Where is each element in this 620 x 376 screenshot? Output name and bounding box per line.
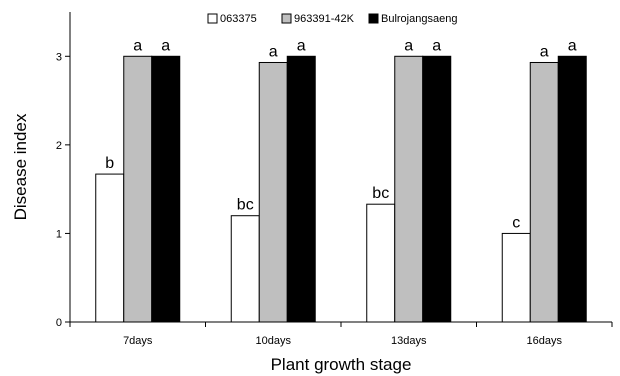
y-tick-label: 0 (56, 317, 62, 329)
x-axis-title: Plant growth stage (271, 355, 412, 374)
significance-letter: a (568, 37, 577, 54)
y-tick-label: 3 (56, 51, 62, 63)
legend-label: 063375 (220, 13, 257, 25)
significance-letter: a (432, 37, 441, 54)
bar-Bulrojangsaeng-7days (151, 55, 181, 323)
bar-963391-42K-13days (394, 55, 424, 323)
significance-letters: b a a bc a a bc a a c a a (105, 37, 577, 231)
x-axis: 7days 10days 13days 16days (69, 321, 613, 347)
x-tick-label: 13days (391, 335, 427, 347)
bar-Bulrojangsaeng-13days (422, 55, 452, 323)
y-axis-title: Disease index (11, 113, 30, 220)
significance-letter: c (512, 214, 520, 231)
legend: 063375 963391-42K Bulrojangsaeng (207, 13, 457, 25)
bar-063375-7days (95, 173, 125, 323)
bar-063375-10days (230, 215, 260, 323)
legend-swatch (281, 13, 292, 24)
bar-063375-13days (366, 203, 396, 323)
significance-letter: b (105, 155, 114, 172)
legend-label: Bulrojangsaeng (381, 13, 457, 25)
legend-swatch (368, 13, 379, 24)
significance-letter: a (161, 37, 170, 54)
significance-letter: a (133, 37, 142, 54)
x-tick-label: 16days (527, 335, 563, 347)
bar-963391-42K-10days (258, 61, 288, 323)
bar-963391-42K-7days (123, 55, 153, 323)
x-tick-label: 10days (256, 335, 292, 347)
y-tick-label: 2 (56, 140, 62, 152)
significance-letter: a (404, 37, 413, 54)
bar-963391-42K-16days (529, 61, 559, 323)
legend-swatch (207, 13, 218, 24)
y-tick-label: 1 (56, 228, 62, 240)
significance-letter: a (540, 43, 549, 60)
significance-letter: a (269, 43, 278, 60)
significance-letter: a (297, 37, 306, 54)
legend-label: 963391-42K (294, 13, 355, 25)
bar-Bulrojangsaeng-16days (557, 55, 587, 323)
bar-063375-16days (501, 232, 531, 323)
bar-Bulrojangsaeng-10days (286, 55, 316, 323)
bars (95, 55, 587, 323)
significance-letter: bc (237, 197, 254, 214)
significance-letter: bc (372, 185, 389, 202)
x-tick-label: 7days (123, 335, 153, 347)
y-axis: 0 1 2 3 (56, 12, 71, 329)
